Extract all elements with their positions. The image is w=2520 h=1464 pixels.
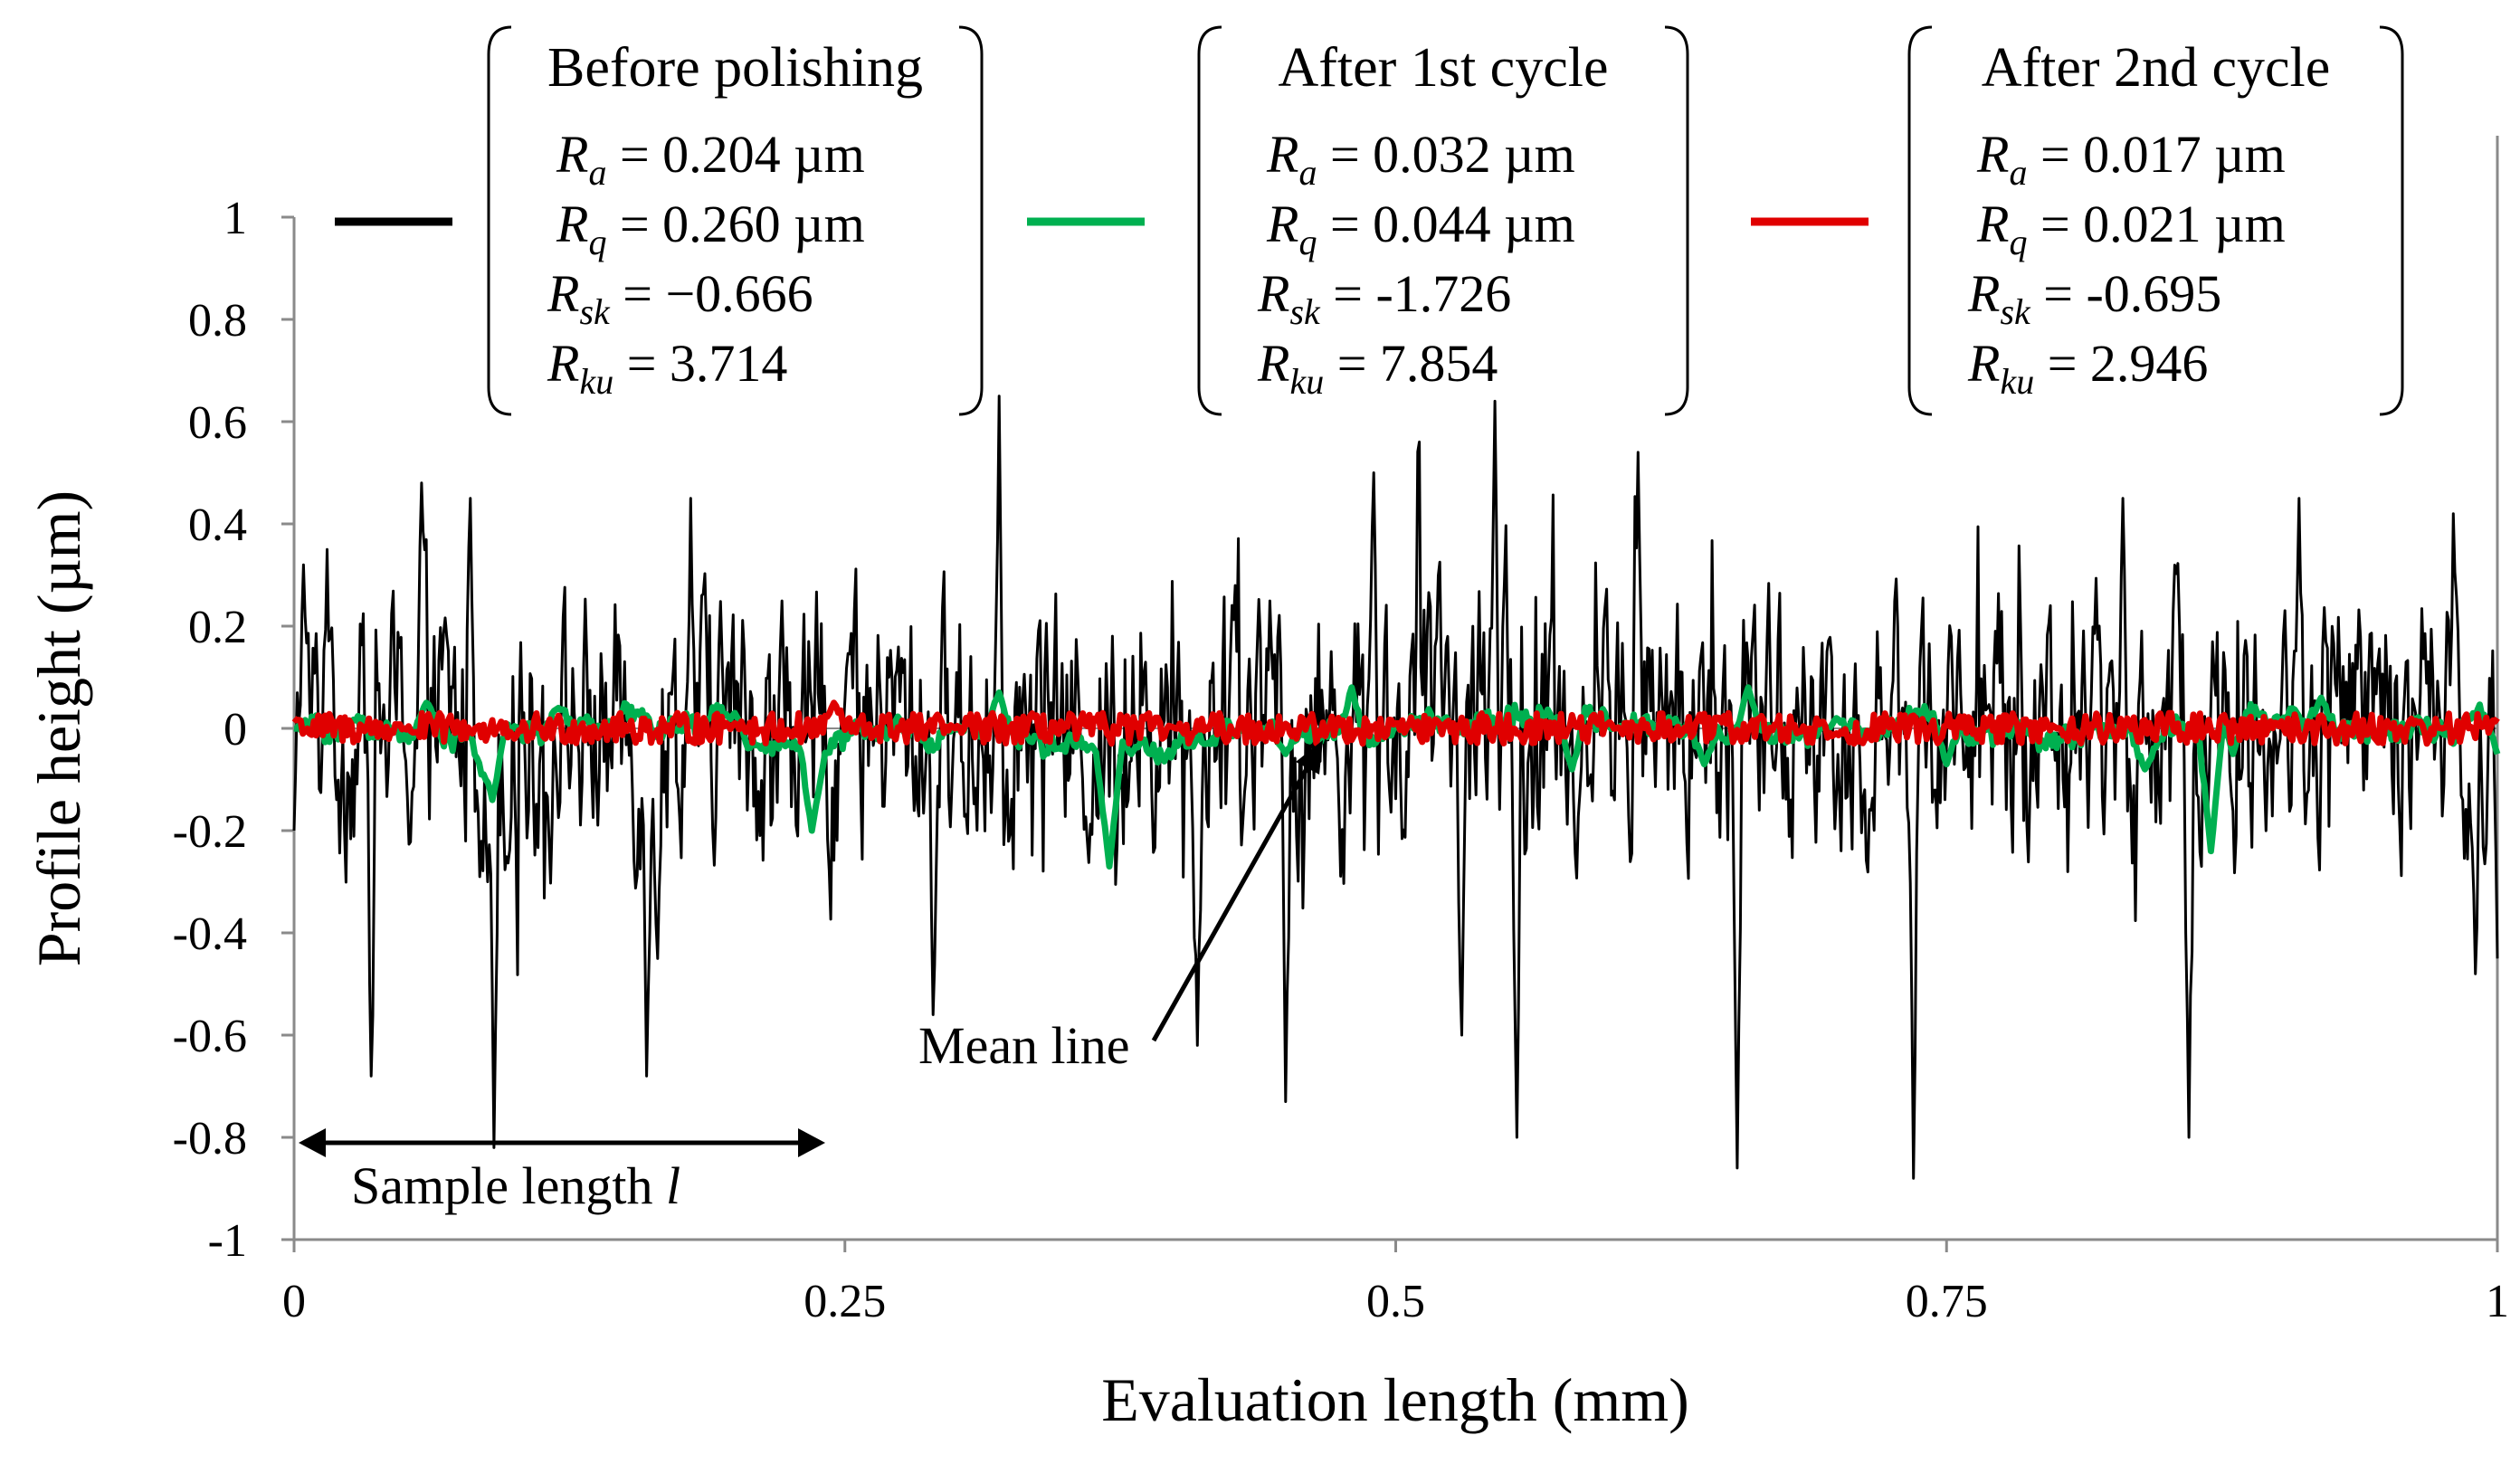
stat-rq: Rq = 0.044 µm [1266,195,1575,262]
y-tick-label: 0.2 [188,602,247,653]
legend-bracket-left [1197,25,1222,416]
legend-title: After 2nd cycle [1982,37,2331,99]
x-tick-label: 0 [282,1276,306,1327]
sample-length-text: Sample length [351,1156,652,1215]
stat-ra: Ra = 0.017 µm [1976,125,2286,193]
stat-rq: Rq = 0.260 µm [556,195,865,262]
stat-ra: Ra = 0.204 µm [556,125,865,193]
y-ticks: 1 0.8 0.6 0.4 0.2 0 -0.2 -0.4 -0.6 -0.8 -1 [173,193,294,1267]
y-tick-label: -0.8 [173,1113,247,1165]
y-tick-label: -0.2 [173,806,247,858]
y-tick-label: -0.4 [173,908,247,960]
sample-length-symbol: l [666,1156,680,1215]
sample-length-arrowhead-right [798,1128,825,1157]
y-tick-label: -1 [208,1215,247,1267]
legend-bracket-left [1907,25,1933,416]
legend-bracket-right [2379,25,2404,416]
stat-rku: Rku = 3.714 [547,334,787,402]
y-tick-label: 0.6 [188,397,247,449]
y-tick-label: 0 [223,704,247,756]
mean-line-label: Mean line [918,1016,1130,1075]
mean-line-arrowhead [1296,740,1323,775]
x-tick-label: 0.5 [1366,1276,1425,1327]
x-axis-title: Evaluation length (mm) [1101,1365,1689,1434]
y-axis-title: Profile height (µm) [24,490,93,966]
legend-bracket-left [487,25,512,416]
y-tick-label: 0.4 [188,499,247,551]
y-tick-label: -0.6 [173,1011,247,1062]
stat-rsk: Rsk = -0.695 [1967,264,2221,332]
stat-rsk: Rsk = -1.726 [1257,264,1511,332]
legend-title: After 1st cycle [1279,37,1609,99]
sample-length-label: Sample length l [351,1156,680,1215]
legend-title: Before polishing [547,37,923,99]
legend-bracket-right [958,25,984,416]
stat-rsk: Rsk = −0.666 [547,264,813,332]
series-line-3 [291,699,2500,747]
sample-length-annotation: Sample length l [299,1128,825,1215]
stat-rku: Rku = 2.946 [1967,334,2208,402]
legend-bracket-right [1664,25,1689,416]
series-line-1 [292,395,2499,1180]
stat-rq: Rq = 0.021 µm [1976,195,2286,262]
x-ticks: 0 0.25 0.5 0.75 1 [282,1240,2509,1327]
mean-line-annotation: Mean line [918,740,1323,1075]
x-tick-label: 0.75 [1906,1276,1988,1327]
x-tick-label: 1 [2486,1276,2509,1327]
mean-line-arrow [1151,749,1319,1042]
y-tick-label: 1 [223,193,247,244]
sample-length-arrowhead-left [299,1128,326,1157]
x-tick-label: 0.25 [804,1276,886,1327]
series-layer [291,395,2501,1180]
y-tick-label: 0.8 [188,295,247,347]
stat-rku: Rku = 7.854 [1257,334,1498,402]
stat-ra: Ra = 0.032 µm [1266,125,1575,193]
